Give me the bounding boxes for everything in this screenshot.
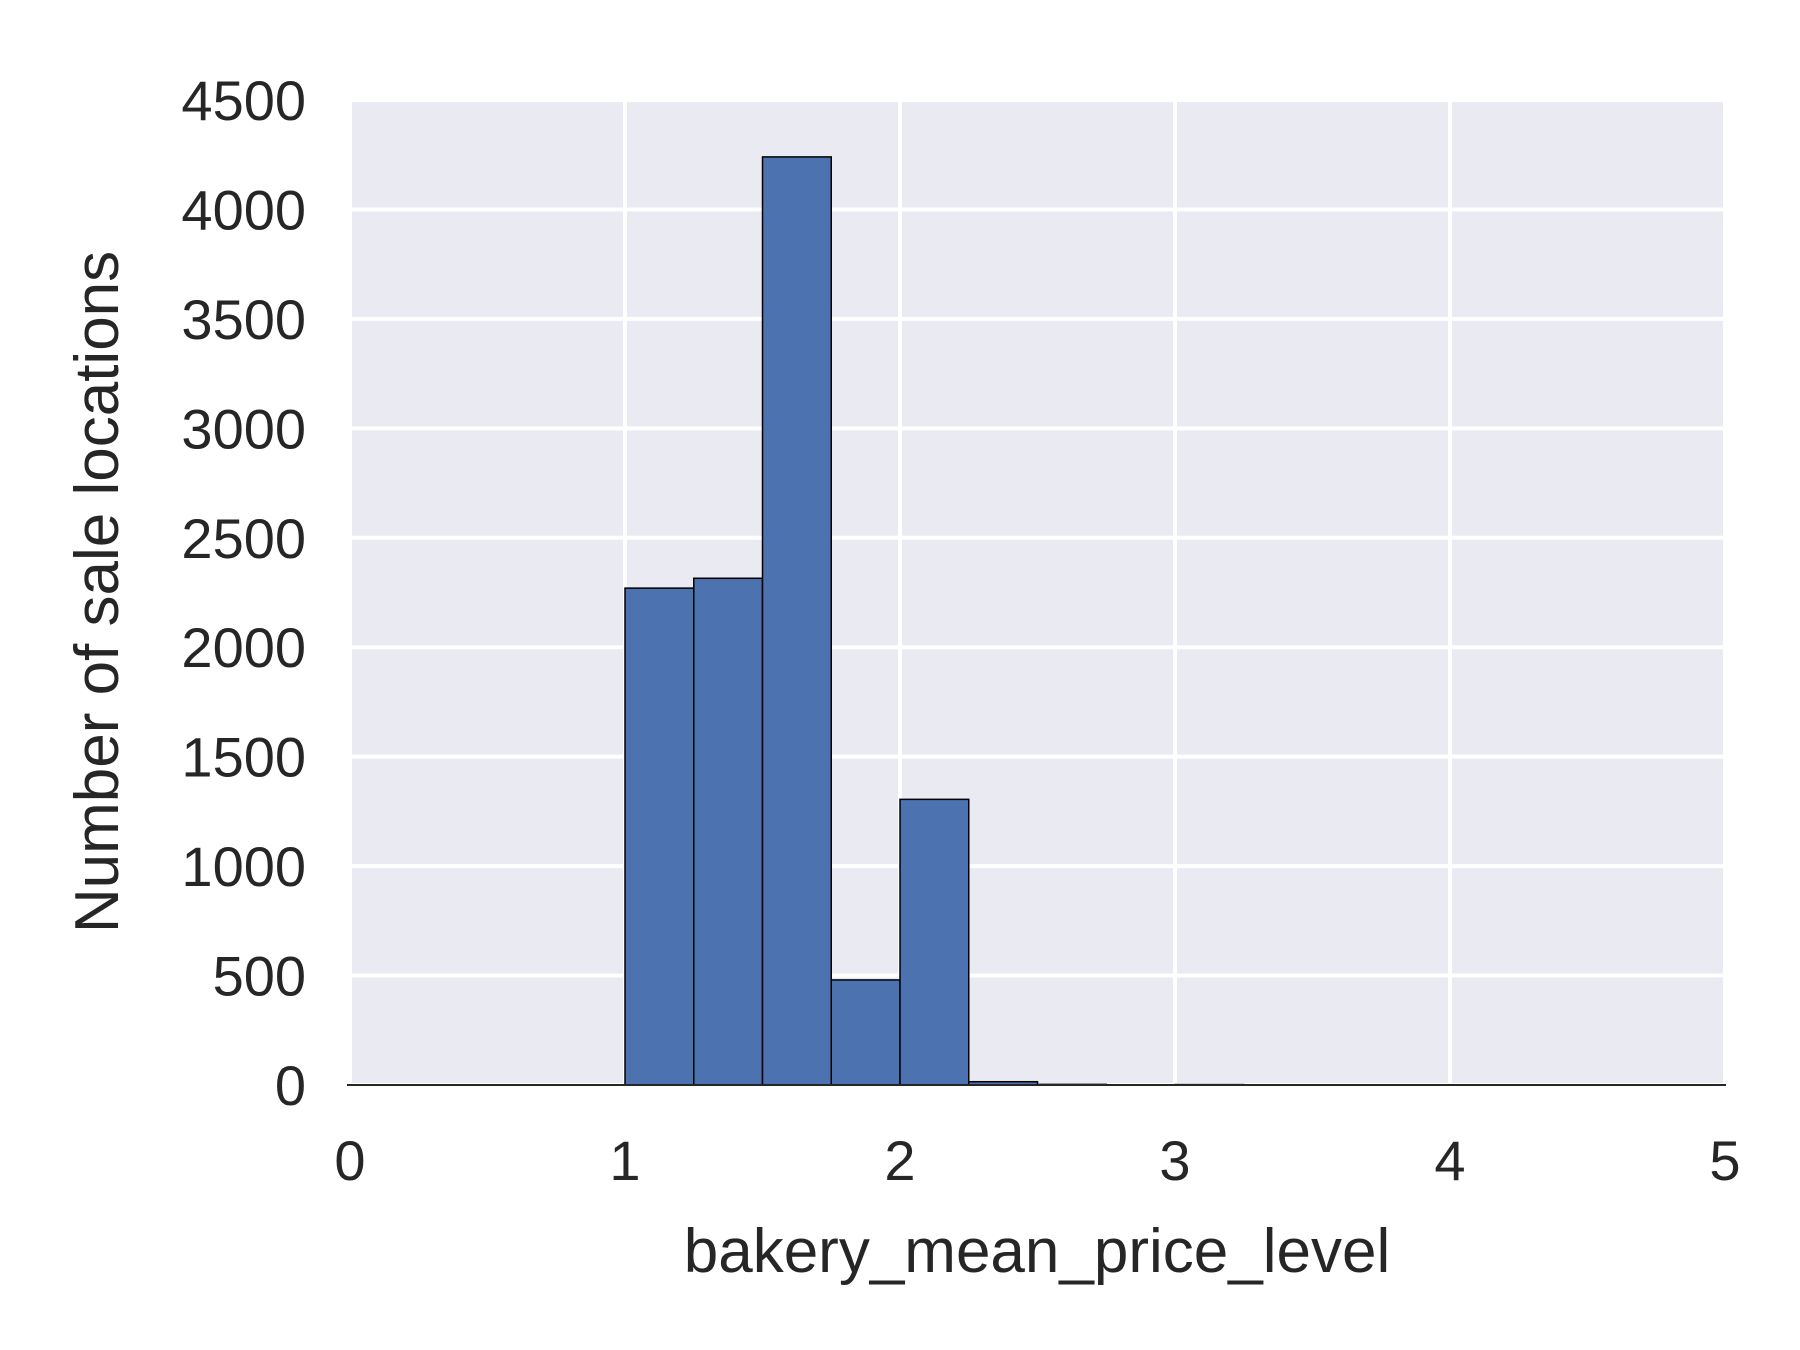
y-tick-labels: 0 500 1000 1500 2000 2500 3000 3500 4000 4500 — [181, 69, 306, 1117]
x-tick-labels: 0 1 2 3 4 5 — [334, 1129, 1740, 1192]
y-tick-label: 500 — [213, 945, 306, 1008]
x-tick-label: 2 — [884, 1129, 915, 1192]
plot-background — [350, 100, 1725, 1085]
x-tick-label: 1 — [609, 1129, 640, 1192]
histogram-bar — [830, 979, 901, 1086]
histogram-bar — [899, 798, 970, 1086]
grid-lines — [348, 98, 1727, 1087]
histogram-bars — [624, 156, 1245, 1086]
y-tick-label: 2500 — [181, 507, 306, 570]
y-tick-label: 3500 — [181, 288, 306, 351]
y-tick-label: 1000 — [181, 835, 306, 898]
histogram-bar — [624, 587, 695, 1086]
y-tick-label: 1500 — [181, 726, 306, 789]
x-tick-label: 3 — [1159, 1129, 1190, 1192]
y-axis-label: Number of sale locations — [63, 251, 132, 933]
y-tick-label: 4000 — [181, 178, 306, 241]
x-tick-label: 0 — [334, 1129, 365, 1192]
x-axis-label: bakery_mean_price_level — [684, 1217, 1391, 1286]
y-tick-label: 3000 — [181, 397, 306, 460]
x-tick-label: 5 — [1709, 1129, 1740, 1192]
y-tick-label: 4500 — [181, 69, 306, 132]
x-tick-label: 4 — [1434, 1129, 1465, 1192]
y-tick-label: 2000 — [181, 616, 306, 679]
y-tick-label: 0 — [275, 1054, 306, 1117]
histogram-bar — [761, 156, 832, 1086]
histogram-bar — [693, 577, 764, 1086]
